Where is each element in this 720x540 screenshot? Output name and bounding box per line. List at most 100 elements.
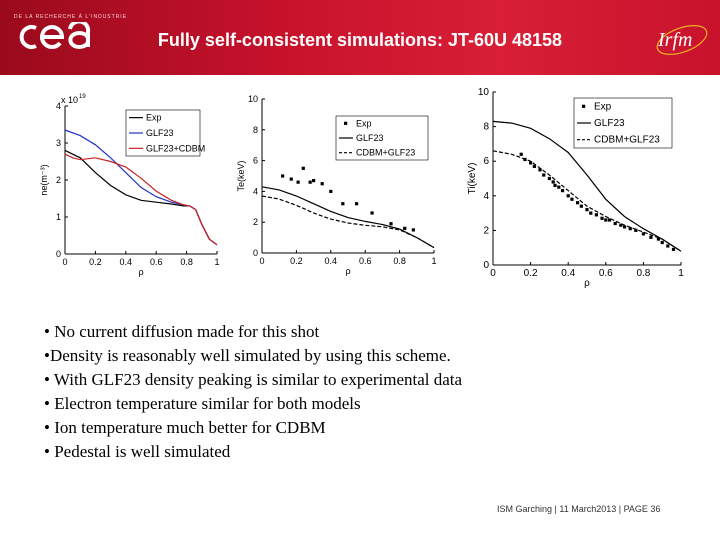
legend-marker	[582, 104, 586, 108]
y-tick-label: 1	[56, 212, 61, 222]
legend-label: GLF23	[146, 128, 174, 138]
x-axis-label: ρ	[584, 278, 590, 289]
data-point	[301, 166, 305, 170]
y-tick-label: 2	[483, 225, 489, 236]
data-point	[355, 202, 359, 206]
x-tick-label: 0	[490, 268, 496, 279]
legend-label: CDBM+GLF23	[356, 148, 415, 158]
x-tick-label: 1	[214, 257, 219, 267]
page-number: PAGE 36	[623, 504, 661, 514]
legend-label: GLF23	[356, 133, 384, 143]
y-tick-label: 4	[56, 101, 61, 111]
data-point	[671, 247, 676, 252]
y-exponent-label: 19	[79, 94, 86, 100]
data-point	[308, 180, 312, 184]
x-tick-label: 0.8	[636, 268, 650, 279]
footer-text: ISM Garching | 11 March2013 |	[497, 504, 622, 514]
bullet-item: •Density is reasonably well simulated by…	[44, 346, 451, 365]
y-axis-label: ne(m⁻³)	[40, 164, 49, 195]
y-tick-label: 10	[478, 87, 490, 98]
bullet-item: • With GLF23 density peaking is similar …	[44, 370, 463, 389]
data-point	[370, 211, 374, 215]
data-point	[320, 182, 324, 186]
bullet-item: • No current diffusion made for this sho…	[44, 322, 320, 341]
x-tick-label: 0	[62, 257, 67, 267]
legend-label: CDBM+GLF23	[594, 135, 660, 146]
x-tick-label: 0.2	[524, 268, 538, 279]
data-point	[634, 228, 638, 232]
x-axis-label: ρ	[345, 266, 350, 276]
x-tick-label: 0.8	[393, 256, 406, 266]
data-point	[585, 208, 589, 212]
slide-header: DE LA RECHERCHE À L'INDUSTRIE Fully self…	[0, 0, 720, 75]
legend-marker	[344, 121, 348, 125]
data-point	[529, 161, 533, 165]
data-point	[660, 240, 664, 245]
data-point	[594, 213, 598, 217]
slide-footer: ISM Garching | 11 March2013 | PAGE 36	[497, 504, 660, 514]
legend-label: GLF23	[594, 118, 625, 129]
data-point	[389, 222, 393, 226]
x-tick-label: 0.6	[599, 268, 613, 279]
series-line	[64, 149, 218, 246]
y-tick-label: 0	[56, 249, 61, 259]
bullet-item: • Pedestal is well simulated	[44, 442, 231, 461]
x-tick-label: 0.4	[325, 256, 338, 266]
legend-label: Exp	[356, 118, 372, 128]
data-point	[604, 218, 608, 222]
data-point	[619, 223, 623, 227]
data-point	[411, 228, 415, 232]
y-axis-label: Ti(keV)	[467, 163, 478, 195]
density-chart: 0 0.2 0.4 0.6 0.8 1 0 1 2 3 4 ρ ne(m⁻³) x 10 19 Exp GLF2…	[40, 94, 220, 277]
x-tick-label: 0.2	[89, 257, 102, 267]
data-point	[628, 227, 632, 231]
x-tick-label: 1	[678, 268, 684, 279]
x-tick-label: 0.4	[561, 268, 575, 279]
data-point	[341, 202, 345, 206]
cea-tagline: DE LA RECHERCHE À L'INDUSTRIE	[14, 14, 128, 20]
y-tick-label: 8	[253, 125, 258, 135]
data-point	[551, 180, 555, 184]
x-tick-label: 0.4	[120, 257, 133, 267]
data-point	[566, 194, 570, 198]
data-point	[560, 189, 565, 193]
y-tick-label: 2	[253, 217, 258, 227]
x-tick-label: 0.2	[290, 256, 303, 266]
series-line	[492, 120, 682, 252]
irfm-logo: Irfm	[656, 25, 708, 55]
x-tick-label: 0.6	[359, 256, 372, 266]
slide-title: Fully self-consistent simulations: JT-60…	[157, 30, 563, 50]
ion-temperature-chart: 0 0.2 0.4 0.6 0.8 10246810ρTi(keV)ExpGLF23CDB…	[467, 87, 684, 289]
data-point	[519, 152, 523, 156]
data-point	[329, 189, 333, 193]
data-point	[538, 168, 542, 172]
x-tick-label: 0.8	[180, 257, 193, 267]
legend-label: Exp	[146, 113, 162, 123]
cea-logo	[19, 22, 91, 49]
y-tick-label: 6	[253, 156, 258, 166]
data-point	[649, 235, 653, 239]
bullet-item: • Electron temperature similar for both …	[44, 394, 361, 413]
data-point	[613, 221, 617, 226]
data-point	[403, 226, 407, 230]
y-tick-label: 0	[253, 248, 258, 258]
series-line	[261, 186, 435, 249]
y-tick-label: 8	[483, 122, 489, 133]
data-point	[312, 179, 316, 183]
irfm-logo-text: Irfm	[657, 29, 692, 51]
data-point	[579, 204, 583, 208]
y-tick-label: 0	[483, 260, 489, 271]
series-line	[492, 150, 682, 252]
y-tick-label: 4	[483, 191, 489, 202]
y-axis-label: Te(keV)	[236, 160, 246, 191]
electron-temperature-chart: 0 0.2 0.4 0.6 0.8 10246810ρTe(keV)ExpGLF23CDB…	[236, 94, 437, 276]
legend-label: GLF23+CDBM	[146, 143, 205, 153]
y-tick-label: 3	[56, 138, 61, 148]
y-tick-label: 10	[248, 94, 258, 104]
y-multiplier-label: x 10	[61, 95, 78, 105]
data-point	[547, 176, 551, 181]
data-point	[296, 180, 300, 184]
series-line	[261, 195, 435, 249]
data-point	[553, 183, 557, 188]
data-point	[557, 185, 561, 189]
